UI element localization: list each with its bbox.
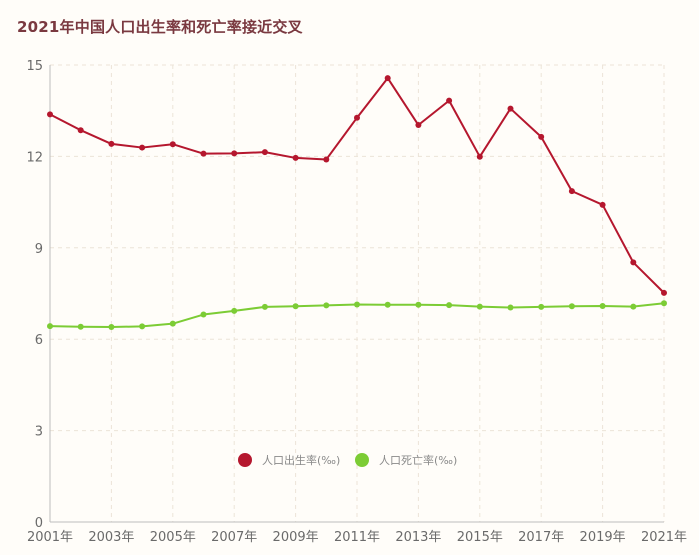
data-point[interactable] [507,304,514,311]
data-point[interactable] [446,97,453,104]
x-tick-label: 2017年 [518,530,564,545]
data-point[interactable] [292,154,299,161]
x-tick-label: 2019年 [580,530,626,545]
x-tick-label: 2011年 [334,530,380,545]
x-tick-label: 2021年 [641,530,687,545]
data-point[interactable] [599,302,606,309]
legend-marker [355,453,369,467]
data-point[interactable] [231,150,238,157]
data-point[interactable] [538,303,545,310]
data-point[interactable] [415,122,422,129]
data-point[interactable] [292,303,299,310]
data-point[interactable] [384,301,391,308]
data-point[interactable] [200,311,207,318]
x-tick-label: 2003年 [88,530,134,545]
data-point[interactable] [630,259,637,266]
y-tick-label: 15 [26,59,43,74]
x-tick-label: 2009年 [273,530,319,545]
x-tick-label: 2001年 [27,530,73,545]
data-point[interactable] [169,141,176,148]
legend-item[interactable]: 人口出生率(‰) [238,453,340,467]
y-tick-label: 6 [35,333,43,348]
grid-lines [50,64,665,522]
data-point[interactable] [323,302,330,309]
series-1 [47,300,667,331]
data-point[interactable] [630,303,637,310]
data-point[interactable] [661,289,667,296]
data-point[interactable] [77,323,84,330]
x-tick-label: 2005年 [150,530,196,545]
data-point[interactable] [538,133,545,140]
data-point[interactable] [599,201,606,208]
y-tick-label: 0 [35,516,43,531]
legend: 人口出生率(‰) 人口死亡率(‰) [238,453,457,467]
series-lines [47,75,667,331]
data-point[interactable] [169,320,176,327]
data-point[interactable] [354,114,360,121]
legend-marker [238,453,252,467]
data-point[interactable] [476,153,483,160]
data-point[interactable] [139,323,146,330]
x-tick-label: 2007年 [211,530,257,545]
data-point[interactable] [415,301,422,308]
x-tick-label: 2015年 [457,530,503,545]
legend-item[interactable]: 人口死亡率(‰) [355,453,457,467]
series-0 [47,75,667,296]
legend-label: 人口出生率(‰) [262,453,340,467]
data-point[interactable] [568,188,575,195]
data-point[interactable] [139,144,146,151]
x-tick-label: 2013年 [395,530,441,545]
data-point[interactable] [261,303,268,310]
y-tick-label: 9 [35,242,43,257]
data-point[interactable] [476,303,483,310]
y-tick-label: 12 [26,150,43,165]
data-point[interactable] [200,150,207,157]
data-point[interactable] [354,301,360,308]
data-point[interactable] [446,302,453,309]
chart-title: 2021年中国人口出生率和死亡率接近交叉 [17,18,303,36]
data-point[interactable] [47,323,53,330]
data-point[interactable] [661,300,667,307]
data-point[interactable] [323,156,330,163]
data-point[interactable] [108,324,115,331]
data-point[interactable] [384,75,391,82]
legend-label: 人口死亡率(‰) [379,453,457,467]
data-point[interactable] [568,303,575,310]
data-point[interactable] [231,307,238,314]
axes: 2001年 2003年 2005年 2007年 2009年 2011年 2013年 2015年… [26,59,687,545]
y-tick-label: 3 [35,425,43,440]
data-point[interactable] [47,111,53,118]
data-point[interactable] [261,149,268,156]
data-point[interactable] [77,127,84,134]
data-point[interactable] [108,140,115,147]
data-point[interactable] [507,105,514,112]
